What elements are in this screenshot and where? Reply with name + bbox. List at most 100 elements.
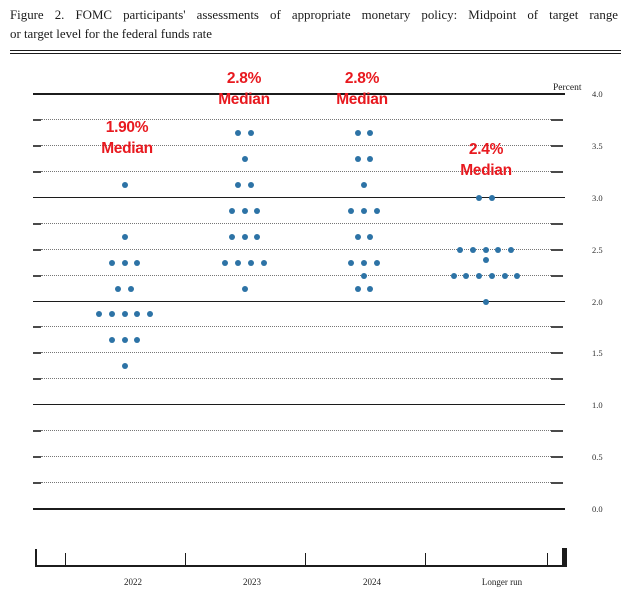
x-axis-tick xyxy=(65,553,67,565)
projection-dot xyxy=(482,298,489,305)
projection-dot xyxy=(514,272,521,279)
median-annotation: 2.8% Median xyxy=(336,68,388,110)
projection-dot xyxy=(488,194,495,201)
gridline-right-dash xyxy=(551,455,563,458)
projection-dot xyxy=(254,233,261,240)
median-annotation: 2.8% Median xyxy=(218,68,270,110)
gridline-left-dash xyxy=(33,378,41,380)
gridline-solid xyxy=(33,404,565,406)
projection-dot xyxy=(361,207,367,214)
projection-dot xyxy=(482,256,489,263)
projection-dot xyxy=(367,233,374,240)
projection-dot xyxy=(228,233,235,240)
gridline-dotted xyxy=(41,275,551,276)
projection-dot xyxy=(361,181,367,188)
projection-dot xyxy=(354,285,361,292)
y-axis-title: Percent xyxy=(553,83,582,93)
projection-dot xyxy=(241,207,248,214)
median-annotation: 1.90% Median xyxy=(101,117,153,159)
y-axis-tick-label: 2.0 xyxy=(592,297,603,307)
gridline-right-dash xyxy=(551,325,563,328)
projection-dot xyxy=(121,233,128,240)
x-axis-category-label: 2023 xyxy=(243,577,261,587)
projection-dot xyxy=(134,336,141,343)
projection-dot xyxy=(235,129,242,136)
median-value-text: 2.8% xyxy=(344,70,380,87)
projection-dot xyxy=(488,272,495,279)
gridline-right-dash xyxy=(551,481,563,484)
gridline-right-dash xyxy=(551,170,563,173)
projection-dot xyxy=(367,285,374,292)
x-axis-tick xyxy=(305,553,307,565)
gridline-dotted xyxy=(41,223,551,224)
gridline-solid xyxy=(33,301,565,303)
median-word-text: Median xyxy=(336,91,388,108)
gridline-dotted xyxy=(41,145,551,146)
x-axis-left-endcap xyxy=(35,549,37,565)
gridline-dotted xyxy=(41,456,551,457)
gridline-solid xyxy=(33,197,565,199)
gridline-left-dash xyxy=(33,482,41,484)
median-value-text: 2.4% xyxy=(468,141,504,158)
gridline-left-dash xyxy=(33,352,41,354)
gridline-right-dash xyxy=(551,144,563,147)
y-axis-tick-label: 1.5 xyxy=(592,348,603,358)
projection-dot xyxy=(348,259,355,266)
gridline-left-dash xyxy=(33,326,41,328)
gridline-dotted xyxy=(41,482,551,483)
figure-title: Figure 2. FOMC participants' assessments… xyxy=(10,6,618,43)
gridline-solid xyxy=(33,508,565,510)
projection-dot xyxy=(361,272,367,279)
projection-dot xyxy=(134,259,141,266)
projection-dot xyxy=(457,246,464,253)
projection-dot xyxy=(354,129,361,136)
median-word-text: Median xyxy=(460,162,512,179)
projection-dot xyxy=(121,181,128,188)
figure-title-line1: Figure 2. FOMC participants' assessments… xyxy=(10,8,618,22)
projection-dot xyxy=(247,259,254,266)
projection-dot xyxy=(260,259,267,266)
y-axis-tick-label: 1.0 xyxy=(592,400,603,410)
median-word-text: Median xyxy=(218,91,270,108)
projection-dot xyxy=(507,246,514,253)
projection-dot xyxy=(247,181,254,188)
gridline-right-dash xyxy=(551,351,563,354)
projection-dot xyxy=(121,259,128,266)
title-divider-rule xyxy=(10,50,621,54)
projection-dot xyxy=(373,207,380,214)
projection-dot xyxy=(108,310,115,317)
gridline-dotted xyxy=(41,249,551,250)
median-value-text: 2.8% xyxy=(226,70,262,87)
projection-dot xyxy=(146,310,153,317)
x-axis-right-endcap xyxy=(562,548,567,565)
gridline-left-dash xyxy=(33,456,41,458)
figure-title-line2: or target level for the federal funds ra… xyxy=(10,26,212,41)
projection-dot xyxy=(127,285,134,292)
projection-dot xyxy=(121,336,128,343)
gridline-left-dash xyxy=(33,119,41,121)
projection-dot xyxy=(241,155,248,162)
projection-dot xyxy=(450,272,457,279)
median-annotation: 2.4% Median xyxy=(460,139,512,181)
gridline-left-dash xyxy=(33,171,41,173)
projection-dot xyxy=(501,272,508,279)
x-axis-category-label: Longer run xyxy=(481,577,523,587)
gridline-dotted xyxy=(41,326,551,327)
gridline-dotted xyxy=(41,378,551,379)
projection-dot xyxy=(469,246,476,253)
y-axis-tick-label: 3.5 xyxy=(592,141,603,151)
projection-dot xyxy=(241,233,248,240)
projection-dot xyxy=(348,207,355,214)
projection-dot xyxy=(247,129,254,136)
projection-dot xyxy=(254,207,261,214)
projection-dot xyxy=(367,129,374,136)
x-axis-tick xyxy=(425,553,427,565)
x-axis-tick xyxy=(185,553,187,565)
projection-dot xyxy=(476,272,483,279)
projection-dot xyxy=(495,246,502,253)
projection-dot xyxy=(373,259,380,266)
projection-dot xyxy=(476,194,483,201)
projection-dot xyxy=(354,233,361,240)
projection-dot xyxy=(463,272,470,279)
